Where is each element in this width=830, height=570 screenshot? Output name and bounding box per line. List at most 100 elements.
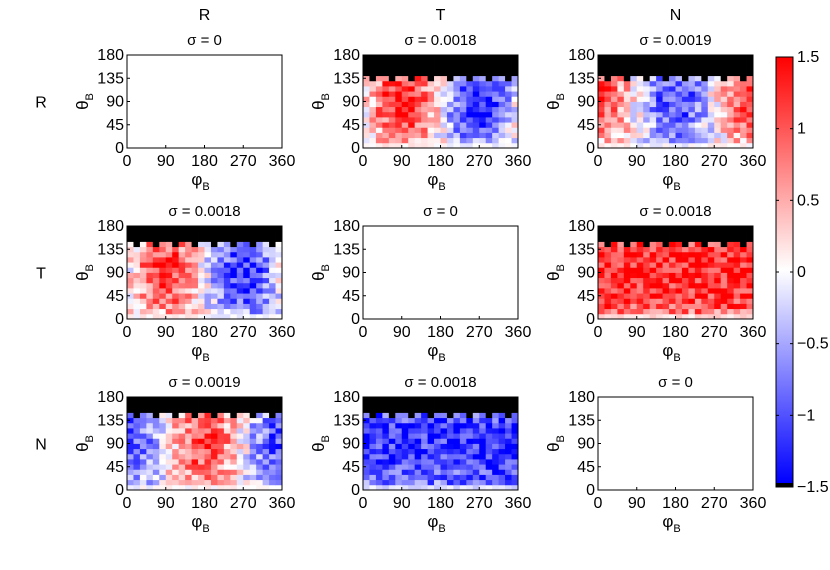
x-tick-label: 270 (230, 153, 257, 170)
heatmap-cell (727, 236, 735, 242)
heatmap-cell (492, 402, 500, 408)
heatmap-cell (662, 101, 670, 108)
heatmap-cell (165, 464, 173, 470)
heatmap-cell (243, 428, 251, 434)
heatmap-cell (421, 453, 428, 460)
heatmap-cell (675, 142, 683, 149)
heatmap-cell (230, 448, 238, 455)
heatmap-cell (492, 448, 500, 455)
heatmap-cell (617, 80, 625, 87)
heatmap-cell (210, 448, 218, 455)
heatmap-cell (707, 122, 715, 128)
heatmap-cell (204, 479, 212, 486)
heatmap-cell (210, 288, 218, 294)
heatmap-cell (262, 469, 270, 475)
heatmap-cell (727, 293, 735, 299)
heatmap-cell (714, 313, 722, 320)
x-tick-label: 360 (505, 324, 532, 341)
heatmap-cell (249, 484, 257, 491)
heatmap-cell (688, 282, 696, 289)
heatmap-cell (511, 422, 519, 429)
heatmap-cell (598, 241, 605, 248)
heatmap-cell (198, 464, 205, 470)
heatmap-cell (656, 101, 663, 108)
heatmap-cell (727, 122, 735, 128)
heatmap-cell (459, 422, 467, 429)
heatmap-cell (262, 448, 270, 455)
heatmap-cell (159, 422, 167, 429)
heatmap-cell (604, 91, 612, 97)
heatmap-cell (681, 101, 689, 108)
heatmap-cell (165, 397, 173, 403)
heatmap-cell (243, 267, 251, 273)
heatmap-cell (701, 106, 709, 113)
x-tick-label: 180 (191, 495, 218, 512)
heatmap-cell (636, 127, 644, 133)
heatmap-cell (427, 397, 435, 403)
heatmap-cell (740, 117, 747, 123)
heatmap-cell (662, 117, 670, 123)
heatmap-cell (363, 91, 370, 97)
heatmap-cell (230, 241, 238, 248)
heatmap-cell (223, 313, 231, 320)
heatmap-cell (133, 257, 141, 263)
heatmap-cell (217, 412, 225, 419)
heatmap-cell (740, 293, 747, 299)
heatmap-cell (740, 313, 747, 320)
heatmap-cell (694, 96, 702, 102)
heatmap-cell (598, 65, 605, 71)
heatmap-cell (598, 236, 605, 242)
heatmap-cell (262, 433, 270, 439)
heatmap-cell (178, 397, 186, 403)
heatmap-cell (459, 474, 467, 481)
heatmap-cell (185, 407, 192, 413)
heatmap-cell (275, 231, 283, 237)
panel-title: σ = 0.0018 (404, 32, 476, 49)
heatmap-cell (217, 282, 225, 289)
heatmap-cell (740, 96, 747, 102)
heatmap-cell (243, 443, 251, 450)
heatmap-cells (363, 397, 519, 491)
heatmap-cell (662, 267, 670, 273)
heatmap-cell (427, 60, 435, 66)
heatmap-cell (472, 80, 480, 87)
heatmap-cell (617, 122, 625, 128)
heatmap-cell (492, 484, 500, 491)
heatmap-cell (511, 75, 519, 82)
heatmap-cell (363, 137, 370, 144)
heatmap-cell (446, 469, 454, 475)
heatmap-cell (401, 459, 409, 465)
heatmap-cell (178, 479, 186, 486)
heatmap-cell (427, 422, 435, 429)
heatmap-cell (382, 402, 390, 408)
y-tick-label: 135 (333, 241, 360, 258)
heatmap-cell (414, 80, 422, 87)
heatmap-cell (152, 236, 160, 242)
heatmap-cell (388, 106, 396, 113)
heatmap-cell (269, 453, 276, 460)
heatmap-cell (466, 453, 474, 460)
heatmap-cell (643, 257, 651, 263)
heatmap-cell (610, 308, 618, 315)
heatmap-cell (707, 272, 715, 279)
heatmap-cell (511, 412, 519, 419)
heatmap-cell (727, 267, 735, 273)
heatmap-cell (630, 226, 638, 232)
heatmap-cell (127, 474, 134, 481)
heatmap-cell (401, 65, 409, 71)
heatmap-cell (505, 422, 512, 429)
heatmap-cell (249, 422, 257, 429)
heatmap-cell (453, 55, 461, 61)
heatmap-cell (669, 308, 676, 315)
heatmap-cell (453, 127, 461, 133)
heatmap-cell (604, 272, 612, 279)
heatmap-cell (434, 137, 441, 144)
heatmap-cell (217, 464, 225, 470)
heatmap-cell (720, 298, 728, 304)
heatmap-cells (127, 226, 283, 320)
heatmap-cell (139, 484, 147, 491)
y-axis-symbol: θ (544, 100, 563, 109)
heatmap-cell (617, 272, 625, 279)
heatmap-cell (375, 479, 383, 486)
heatmap-cell (746, 86, 754, 92)
